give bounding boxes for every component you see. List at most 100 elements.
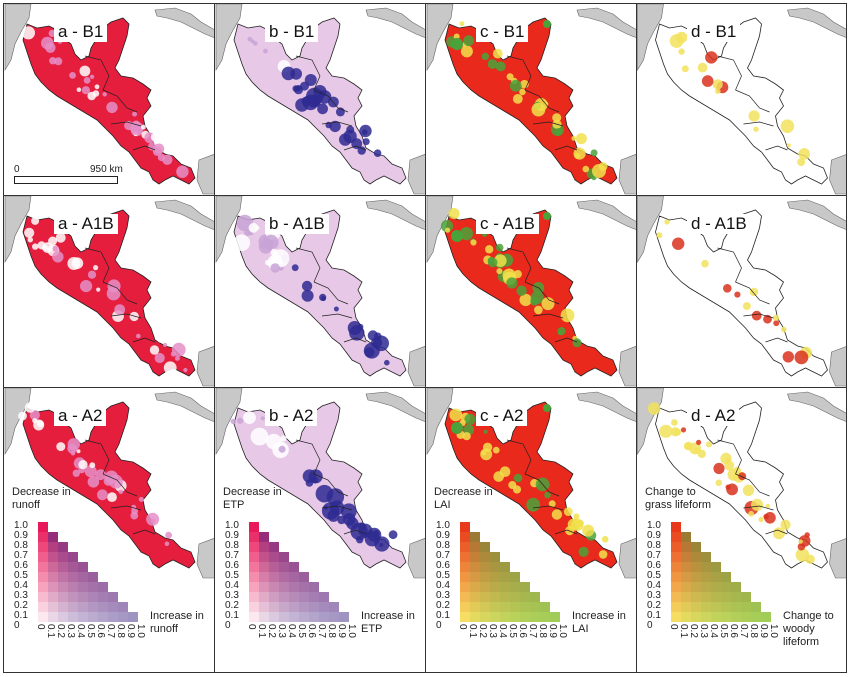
legend-cell	[279, 592, 289, 602]
panel-label: a - A1B	[54, 214, 118, 234]
legend-cell	[329, 612, 339, 622]
legend-cell	[691, 592, 701, 602]
legend-cell	[470, 592, 480, 602]
legend-cell	[500, 562, 510, 572]
legend-y-tick: 0.1	[647, 610, 661, 621]
legend-cell	[470, 542, 480, 552]
legend-cell	[721, 572, 731, 582]
land-cuba	[576, 199, 636, 230]
map-panel-d-B1: d - B1	[636, 3, 847, 196]
legend-y-tick: 0.8	[647, 540, 661, 551]
legend-cell	[249, 602, 259, 612]
legend-cell	[269, 592, 279, 602]
legend-cell	[490, 572, 500, 582]
map-patch	[67, 438, 80, 451]
map-patch	[513, 270, 522, 279]
legend-cell	[309, 612, 319, 622]
legend-right-label: Increase in LAI	[572, 610, 626, 635]
map-patch	[244, 229, 251, 237]
legend-top-label: Decrease in runoff	[12, 486, 71, 511]
legend-cell	[259, 552, 269, 562]
legend-cell	[259, 542, 269, 552]
legend-cell	[460, 552, 470, 562]
legend-cell	[279, 572, 289, 582]
legend-cell	[88, 612, 98, 622]
map-patch	[726, 483, 738, 496]
legend: Change to grass lifeform 1.0 0.9 0.8 0.7 0.6 0.…	[645, 486, 845, 672]
map-patch	[773, 320, 780, 327]
legend-x-tick: 1.0	[768, 624, 779, 638]
legend-x-tick: 1.0	[557, 624, 568, 638]
map-svg	[4, 388, 214, 579]
legend-y-tick: 0.3	[225, 590, 239, 601]
map-patch	[601, 536, 609, 543]
legend-y-tick: 0.9	[14, 530, 28, 541]
legend-cell	[249, 522, 259, 532]
legend-cell	[249, 592, 259, 602]
legend-cell	[259, 592, 269, 602]
legend-cell	[701, 582, 711, 592]
map-patch	[723, 284, 732, 293]
map-patch	[78, 460, 88, 470]
map-patch	[80, 280, 93, 293]
map-panel-a-A1B: a - A1B	[3, 195, 215, 388]
map-patch	[751, 310, 762, 321]
map-patch	[459, 227, 473, 241]
map-patch	[696, 439, 702, 445]
legend-cell	[279, 582, 289, 592]
legend-y-tick: 0.1	[225, 610, 239, 621]
map-patch	[301, 280, 313, 292]
map-patch	[738, 472, 747, 481]
land-south-america	[829, 346, 846, 387]
legend-cell	[58, 562, 68, 572]
legend-cell	[460, 612, 470, 622]
legend-cell	[88, 592, 98, 602]
land-south-america	[618, 154, 636, 195]
legend-cell	[731, 602, 741, 612]
legend-cell	[691, 612, 701, 622]
map-patch	[453, 33, 460, 40]
map-patch	[118, 489, 124, 495]
map-patch	[384, 359, 390, 366]
legend-cell	[671, 562, 681, 572]
map-patch	[557, 327, 566, 336]
land-south-america	[407, 538, 425, 579]
map-patch	[531, 102, 546, 117]
map-patch	[243, 411, 256, 424]
map-patch	[94, 84, 100, 90]
legend-cell	[289, 592, 299, 602]
map-patch	[495, 61, 506, 72]
legend-cell	[38, 542, 48, 552]
legend-cell	[249, 542, 259, 552]
legend-cell	[510, 612, 520, 622]
legend-cell	[289, 562, 299, 572]
legend-cell	[269, 602, 279, 612]
panel-label: d - A2	[687, 406, 740, 426]
legend-y-tick: 0.4	[436, 580, 450, 591]
map-patch	[29, 410, 40, 421]
legend-cell	[78, 572, 88, 582]
land-cuba	[787, 7, 846, 38]
legend-cell	[48, 532, 58, 542]
legend-cell	[470, 532, 480, 542]
legend-x-tick: 1.0	[135, 624, 146, 638]
legend-y-tick: 0.1	[14, 610, 28, 621]
country-borders	[295, 247, 367, 343]
map-patch	[701, 75, 714, 87]
map-patch	[89, 74, 95, 80]
panel-label: a - A2	[54, 406, 107, 426]
map-patch	[563, 507, 573, 516]
map-patch	[32, 243, 39, 250]
map-svg	[4, 4, 214, 195]
map-patch	[560, 308, 575, 323]
map-patch	[715, 88, 721, 94]
legend-cell	[681, 612, 691, 622]
map-patch	[83, 77, 91, 84]
map-patch	[758, 516, 764, 523]
land-cuba	[787, 391, 846, 422]
legend-cell	[58, 552, 68, 562]
map-patch	[170, 351, 176, 357]
map-patch	[683, 442, 691, 450]
map-patch	[742, 484, 755, 496]
map-patch	[712, 79, 723, 90]
